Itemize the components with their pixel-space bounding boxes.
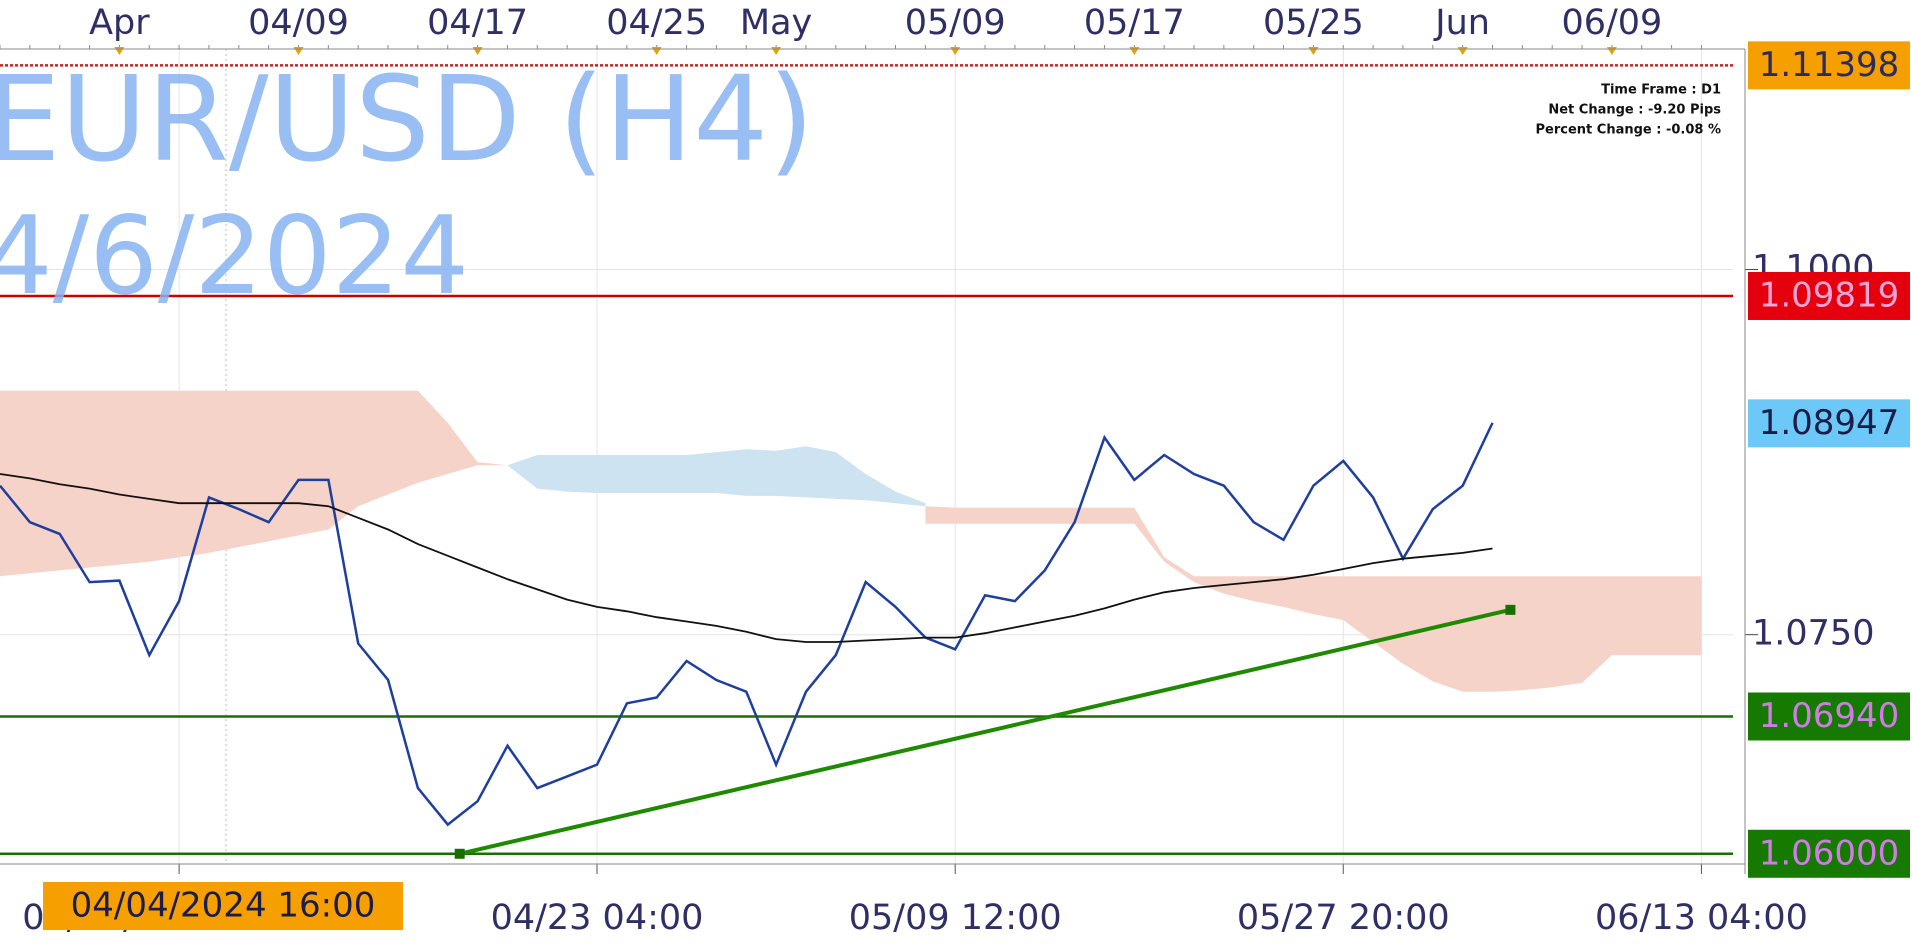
price-tag — [1748, 271, 1910, 320]
info-text: Time Frame : D1 — [1601, 83, 1721, 98]
x-tick-label: 04/23 04:00 — [491, 898, 704, 938]
x-top-label: 05/25 — [1263, 3, 1364, 43]
cloud-band — [0, 390, 508, 577]
chart-subtitle: 4/6/2024 — [0, 194, 469, 319]
plot-area — [0, 49, 1733, 864]
cloud-band — [507, 446, 926, 507]
x-top-label: 05/17 — [1084, 3, 1185, 43]
cursor-label: 04/04/2024 16:00 — [71, 886, 376, 926]
price-tag — [1748, 41, 1910, 90]
x-tick-label: 06/13 04:00 — [1595, 898, 1808, 938]
series-line — [0, 422, 1494, 827]
price-tag-label: 1.06940 — [1759, 696, 1900, 736]
price-tag — [1748, 829, 1910, 878]
price-tag — [1748, 692, 1910, 741]
x-top-label: 06/09 — [1561, 3, 1662, 43]
info-text: Percent Change : -0.08 % — [1536, 123, 1722, 138]
x-tick-label: 05/09 12:00 — [849, 898, 1062, 938]
trendline — [459, 607, 1511, 856]
x-top-label: Apr — [89, 3, 150, 43]
series-line — [0, 473, 1493, 643]
x-top-label: 05/09 — [905, 3, 1006, 43]
cursor-box — [43, 882, 403, 930]
x-top-label: May — [740, 3, 812, 43]
x-tick-label: 05/27 20:00 — [1237, 898, 1450, 938]
price-tag — [1748, 399, 1910, 448]
info-text: Net Change : -9.20 Pips — [1548, 103, 1721, 118]
chart-title: EUR/USD (H4) — [0, 50, 814, 188]
trendline-anchor — [454, 848, 465, 859]
price-tag-label: 1.11398 — [1759, 45, 1900, 85]
x-top-label: 04/17 — [427, 3, 528, 43]
x-top-label: Jun — [1433, 3, 1490, 43]
cloud-band — [925, 506, 1702, 692]
x-top-label: 04/25 — [606, 3, 707, 43]
price-tag-label: 1.08947 — [1759, 403, 1900, 443]
price-tag-label: 1.09819 — [1759, 275, 1900, 315]
trendline-anchor — [1505, 604, 1516, 615]
y-tick-label: 1.0750 — [1752, 614, 1874, 654]
x-top-label: 04/09 — [248, 3, 349, 43]
price-tag-label: 1.06000 — [1759, 833, 1900, 873]
